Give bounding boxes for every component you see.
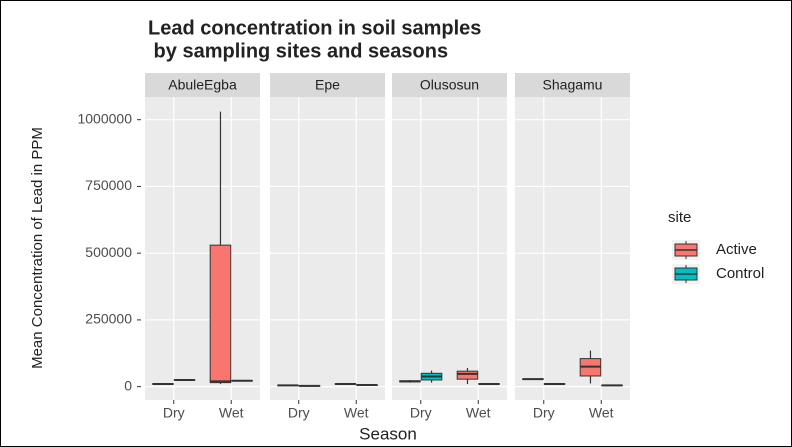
x-tick-label: Wet [466, 405, 491, 421]
strip [145, 73, 260, 97]
chart-title: by sampling sites and seasons [148, 40, 448, 62]
panel [515, 97, 630, 400]
x-tick-label: Dry [533, 405, 555, 421]
x-tick-label: Dry [288, 405, 310, 421]
facet-label: Epe [315, 77, 340, 93]
panel [270, 97, 385, 400]
x-tick-label: Wet [219, 405, 244, 421]
x-tick-label: Wet [589, 405, 614, 421]
y-tick-label: 1000000 [77, 110, 132, 126]
box [456, 370, 479, 380]
facet-label: Olusosun [420, 77, 479, 93]
panel [392, 97, 507, 400]
facet-label: AbuleEgba [168, 77, 237, 93]
y-tick-label: 750000 [85, 177, 132, 193]
strip [270, 73, 385, 97]
facet-label: Shagamu [543, 77, 603, 93]
y-tick-label: 250000 [85, 311, 132, 327]
legend-label: Control [716, 265, 764, 282]
legend-title: site [668, 209, 691, 226]
legend-label: Active [716, 241, 757, 258]
box [209, 244, 232, 384]
x-axis-title: Season [359, 424, 417, 443]
x-tick-label: Dry [163, 405, 185, 421]
y-tick-label: 0 [124, 377, 132, 393]
x-tick-label: Wet [344, 405, 369, 421]
x-tick-label: Dry [410, 405, 432, 421]
strip [515, 73, 630, 97]
chart-title: Lead concentration in soil samples [148, 17, 481, 39]
panel [145, 97, 260, 400]
y-axis-title: Mean Concentration of Lead in PPM [29, 127, 46, 369]
strip [392, 73, 507, 97]
y-tick-label: 500000 [85, 244, 132, 260]
